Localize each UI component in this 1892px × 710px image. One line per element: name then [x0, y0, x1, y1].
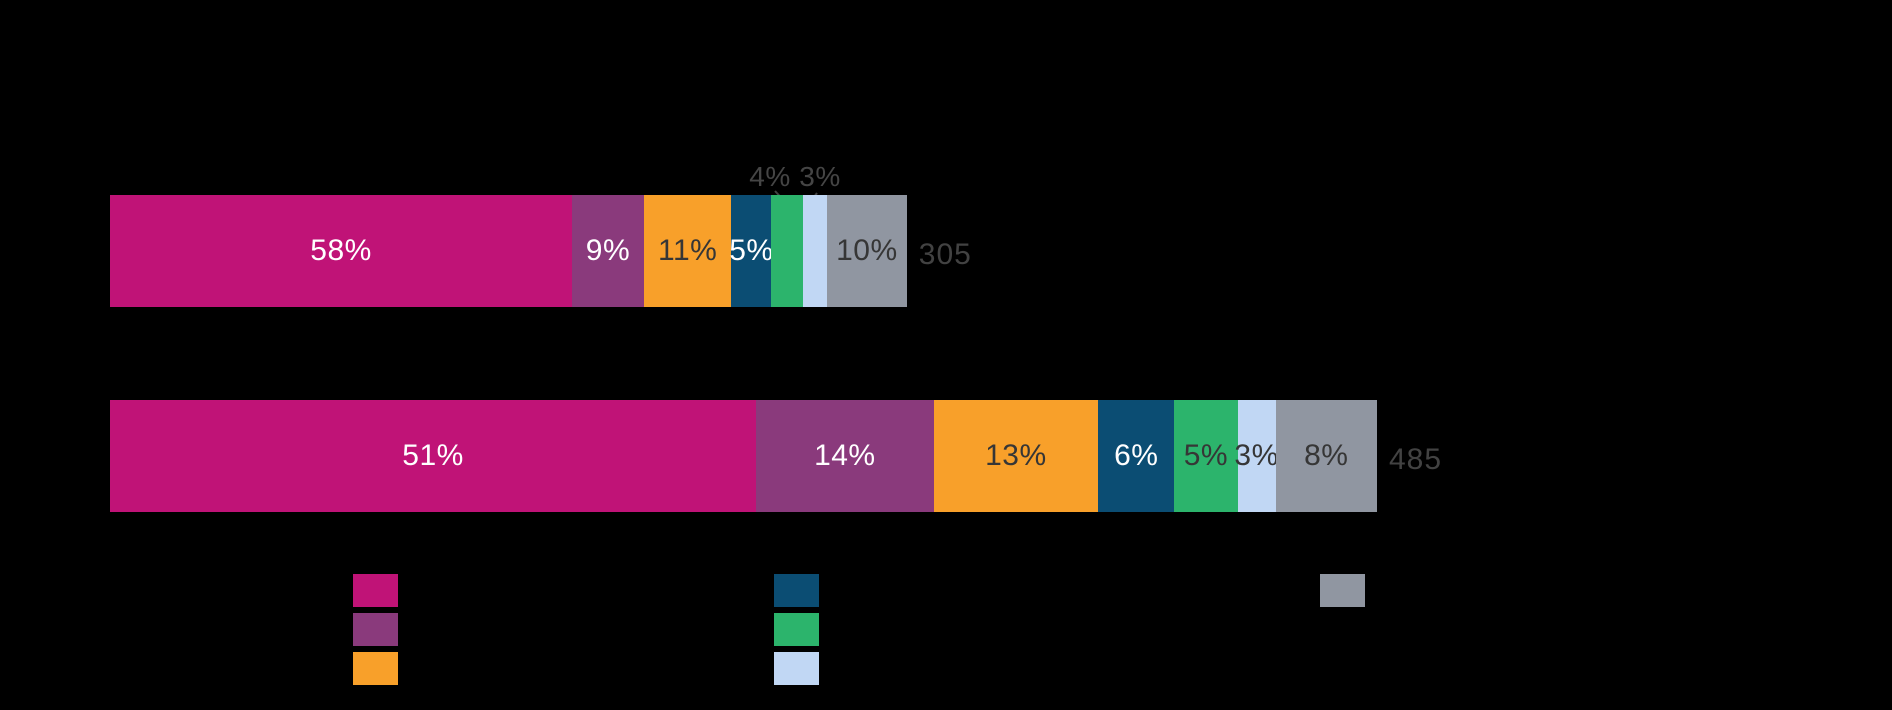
segment-value-label: 5% — [729, 234, 774, 267]
bar-total-label: 485 — [1389, 443, 1443, 476]
bar-segment: 58% — [110, 195, 573, 307]
bar-segment: 13% — [933, 400, 1099, 512]
bar-segment: 14% — [756, 400, 934, 512]
segment-value-label: 14% — [814, 439, 876, 472]
segment-value-label: 6% — [1114, 439, 1159, 472]
bar-segment: 11% — [643, 195, 732, 307]
legend-swatch — [353, 652, 398, 685]
stacked-bar: 51% 14% 13% 6% 5% 3% 8% — [110, 400, 1377, 512]
segment-value-label: 9% — [585, 234, 631, 267]
legend-swatch — [353, 574, 398, 607]
bar-segment: 10% — [827, 195, 907, 307]
segment-value-label: 11% — [657, 234, 718, 267]
segment-value-label: 10% — [836, 234, 898, 267]
segment-value-label: 13% — [985, 439, 1047, 472]
segment-value-label: 8% — [1304, 439, 1349, 472]
bar-segment: 8% — [1275, 400, 1377, 512]
legend-swatch — [1320, 574, 1365, 607]
bar-segment: 51% — [110, 400, 757, 512]
stacked-bar: 58% 9% 11% 5% 10% — [110, 195, 907, 307]
segment-value-label: 51% — [402, 439, 464, 472]
bar-segment: 3% — [1234, 400, 1278, 512]
segment-value-label: 5% — [1183, 439, 1229, 472]
legend-swatch — [774, 652, 819, 685]
bar-segment — [771, 195, 804, 307]
callout-percent-label: 3% — [799, 161, 841, 192]
bar-segment: 9% — [572, 195, 644, 307]
segment-value-label: 58% — [310, 234, 372, 267]
legend-swatch — [774, 613, 819, 646]
bar-segment — [803, 195, 828, 307]
bar-segment: 6% — [1098, 400, 1175, 512]
segment-value-label: 3% — [1234, 439, 1279, 472]
bar-segment: 5% — [729, 195, 774, 307]
bar-segment: 5% — [1174, 400, 1238, 512]
legend-swatch — [774, 574, 819, 607]
bar-total-label: 305 — [918, 238, 972, 271]
callout-percent-label: 4% — [749, 161, 791, 192]
legend-swatch — [353, 613, 398, 646]
